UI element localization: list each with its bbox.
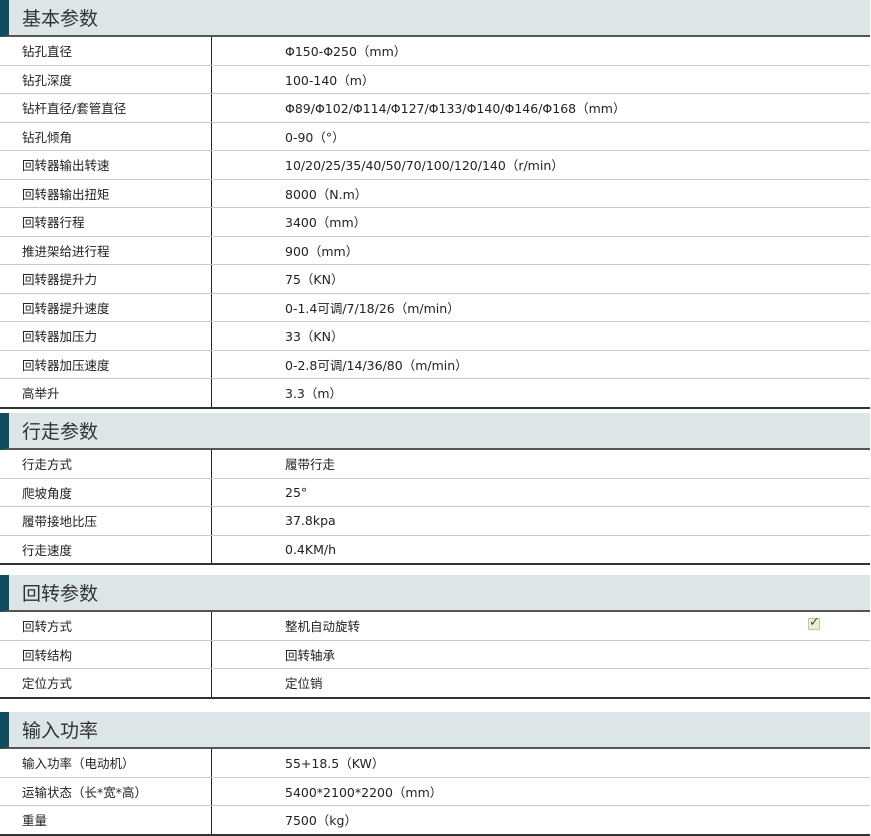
table-row: 行走速度 0.4KM/h bbox=[0, 535, 870, 565]
param-name: 钻孔直径 bbox=[0, 37, 212, 65]
param-value: 900（mm） bbox=[285, 243, 359, 259]
section-4: 输入功率 输入功率（电动机） 55+18.5（KW） 运输状态（长*宽*高） 5400*… bbox=[0, 712, 870, 836]
param-name: 行走速度 bbox=[0, 535, 212, 563]
param-name: 高举升 bbox=[0, 379, 212, 407]
table-row: 钻孔倾角 0-90（°） bbox=[0, 122, 870, 151]
param-name: 回转结构 bbox=[0, 640, 212, 668]
section-title: 行走参数 bbox=[0, 413, 870, 450]
table-row: 回转器提升速度 0-1.4可调/7/18/26（m/min） bbox=[0, 293, 870, 322]
table-row: 回转方式 整机自动旋转 ✓ bbox=[0, 612, 870, 641]
param-value: Φ150-Φ250（mm） bbox=[285, 44, 407, 60]
table-row: 定位方式 定位销 bbox=[0, 669, 870, 699]
param-name: 回转器输出扭矩 bbox=[0, 179, 212, 207]
param-value: 3400（mm） bbox=[285, 215, 367, 231]
table-row: 回转器输出扭矩 8000（N.m） bbox=[0, 179, 870, 208]
table-row: 高举升 3.3（m） bbox=[0, 379, 870, 409]
param-name: 回转方式 bbox=[0, 612, 212, 640]
param-name: 定位方式 bbox=[0, 669, 212, 697]
param-value: 3.3（m） bbox=[285, 386, 343, 402]
param-value: Φ89/Φ102/Φ114/Φ127/Φ133/Φ140/Φ146/Φ168（m… bbox=[285, 101, 626, 117]
param-value: 7500（kg） bbox=[285, 813, 357, 829]
param-table: 钻孔直径 Φ150-Φ250（mm） 钻孔深度 100-140（m） 钻杆直径/套管直径… bbox=[0, 37, 870, 409]
param-value: 37.8kpa bbox=[285, 513, 336, 529]
table-row: 运输状态（长*宽*高） 5400*2100*2200（mm） bbox=[0, 777, 870, 806]
param-value: 100-140（m） bbox=[285, 72, 375, 88]
section-1: 基本参数 钻孔直径 Φ150-Φ250（mm） 钻孔深度 100-140（m） 钻杆直径/… bbox=[0, 0, 870, 409]
section-3: 回转参数 回转方式 整机自动旋转 ✓ 回转结构 回转轴承定位方式 定位销 bbox=[0, 575, 870, 699]
section-title: 回转参数 bbox=[0, 575, 870, 612]
param-name: 履带接地比压 bbox=[0, 507, 212, 535]
param-value: 10/20/25/35/40/50/70/100/120/140（r/min） bbox=[285, 158, 564, 174]
table-row: 钻孔深度 100-140（m） bbox=[0, 65, 870, 94]
table-row: 钻孔直径 Φ150-Φ250（mm） bbox=[0, 37, 870, 66]
param-table: 输入功率（电动机） 55+18.5（KW） 运输状态（长*宽*高） 5400*2100… bbox=[0, 749, 870, 836]
param-name: 推进架给进行程 bbox=[0, 236, 212, 264]
param-name: 回转器提升力 bbox=[0, 265, 212, 293]
param-value: 履带行走 bbox=[285, 457, 336, 473]
param-name: 回转器提升速度 bbox=[0, 293, 212, 321]
table-row: 回转器加压力 33（KN） bbox=[0, 322, 870, 351]
table-row: 钻杆直径/套管直径 Φ89/Φ102/Φ114/Φ127/Φ133/Φ140/Φ1… bbox=[0, 94, 870, 123]
param-name: 钻杆直径/套管直径 bbox=[0, 94, 212, 122]
param-value: 5400*2100*2200（mm） bbox=[285, 784, 443, 800]
param-value: 0-1.4可调/7/18/26（m/min） bbox=[285, 300, 460, 316]
section-title: 基本参数 bbox=[0, 0, 870, 37]
section-title: 输入功率 bbox=[0, 712, 870, 749]
param-name: 钻孔深度 bbox=[0, 65, 212, 93]
param-value: 55+18.5（KW） bbox=[285, 756, 385, 772]
param-name: 回转器行程 bbox=[0, 208, 212, 236]
param-name: 回转器加压速度 bbox=[0, 350, 212, 378]
param-name: 回转器输出转速 bbox=[0, 151, 212, 179]
param-value: 0-90（°） bbox=[285, 129, 345, 145]
param-value: 整机自动旋转 bbox=[285, 619, 361, 635]
table-row: 回转器加压速度 0-2.8可调/14/36/80（m/min） bbox=[0, 350, 870, 379]
param-name: 钻孔倾角 bbox=[0, 122, 212, 150]
table-row: 回转器行程 3400（mm） bbox=[0, 208, 870, 237]
param-name: 行走方式 bbox=[0, 450, 212, 478]
param-name: 运输状态（长*宽*高） bbox=[0, 777, 212, 805]
param-value: 8000（N.m） bbox=[285, 186, 368, 202]
param-name: 爬坡角度 bbox=[0, 478, 212, 506]
param-value: 25° bbox=[285, 484, 308, 500]
param-table: 行走方式 履带行走爬坡角度 25° 履带接地比压 37.8kpa 行走速度 0.4KM/h bbox=[0, 450, 870, 565]
table-row: 重量 7500（kg） bbox=[0, 806, 870, 836]
table-row: 回转结构 回转轴承 bbox=[0, 640, 870, 669]
checkbox-checked-icon[interactable]: ✓ bbox=[808, 615, 820, 630]
table-row: 推进架给进行程 900（mm） bbox=[0, 236, 870, 265]
table-row: 履带接地比压 37.8kpa bbox=[0, 507, 870, 536]
param-value: 0-2.8可调/14/36/80（m/min） bbox=[285, 357, 468, 373]
param-table: 回转方式 整机自动旋转 ✓ 回转结构 回转轴承定位方式 定位销 bbox=[0, 612, 870, 699]
param-value: 75（KN） bbox=[285, 272, 344, 288]
param-value: 回转轴承 bbox=[285, 647, 336, 663]
table-row: 回转器提升力 75（KN） bbox=[0, 265, 870, 294]
table-row: 行走方式 履带行走 bbox=[0, 450, 870, 479]
param-value: 0.4KM/h bbox=[285, 541, 336, 557]
param-value: 定位销 bbox=[285, 676, 323, 692]
table-row: 回转器输出转速 10/20/25/35/40/50/70/100/120/140（… bbox=[0, 151, 870, 180]
section-2: 行走参数 行走方式 履带行走爬坡角度 25° 履带接地比压 37.8kpa 行走速度 0.4K… bbox=[0, 413, 870, 565]
param-name: 回转器加压力 bbox=[0, 322, 212, 350]
param-name: 重量 bbox=[0, 806, 212, 834]
table-row: 输入功率（电动机） 55+18.5（KW） bbox=[0, 749, 870, 778]
param-value: 33（KN） bbox=[285, 329, 344, 345]
param-name: 输入功率（电动机） bbox=[0, 749, 212, 777]
table-row: 爬坡角度 25° bbox=[0, 478, 870, 507]
